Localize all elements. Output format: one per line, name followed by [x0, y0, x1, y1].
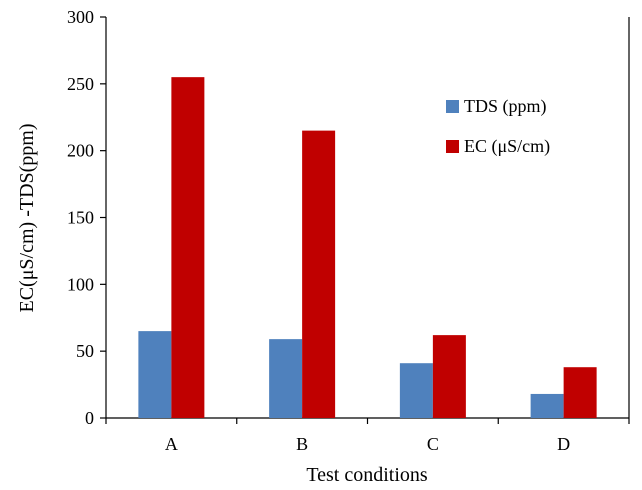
legend-swatch [446, 100, 459, 113]
y-tick-label: 250 [67, 74, 94, 94]
bar-tds-b [269, 339, 303, 418]
y-tick-label: 200 [67, 141, 94, 161]
bar-ec-a [171, 77, 205, 419]
y-axis-title: EC(μS/cm) -TDS(ppm) [16, 123, 38, 312]
legend: TDS (ppm) EC (μS/cm) [446, 96, 550, 157]
x-axis-title: Test conditions [306, 464, 428, 486]
x-tick-label: D [557, 434, 570, 454]
bar-ec-d [563, 367, 597, 418]
y-tick-label: 100 [67, 274, 94, 294]
x-ticks: A B C D [105, 418, 630, 454]
bar-tds-d [530, 393, 564, 418]
legend-label: TDS (ppm) [464, 96, 547, 117]
legend-swatch [446, 140, 459, 153]
x-tick-label: B [296, 434, 308, 454]
y-tick-label: 150 [67, 208, 94, 228]
bar-ec-b [302, 130, 336, 418]
bars-group [138, 77, 597, 419]
bar-ec-c [432, 335, 466, 418]
y-ticks: 0 50 100 150 200 250 300 [67, 7, 106, 428]
y-tick-label: 300 [67, 7, 94, 27]
bar-tds-c [399, 363, 433, 418]
x-tick-label: A [165, 434, 178, 454]
legend-label: EC (μS/cm) [464, 136, 550, 157]
plot-area: 0 50 100 150 200 250 300 A B C D [67, 7, 630, 454]
y-tick-label: 50 [76, 341, 94, 361]
y-tick-label: 0 [85, 408, 94, 428]
x-tick-label: C [427, 434, 439, 454]
bar-tds-a [138, 331, 172, 418]
